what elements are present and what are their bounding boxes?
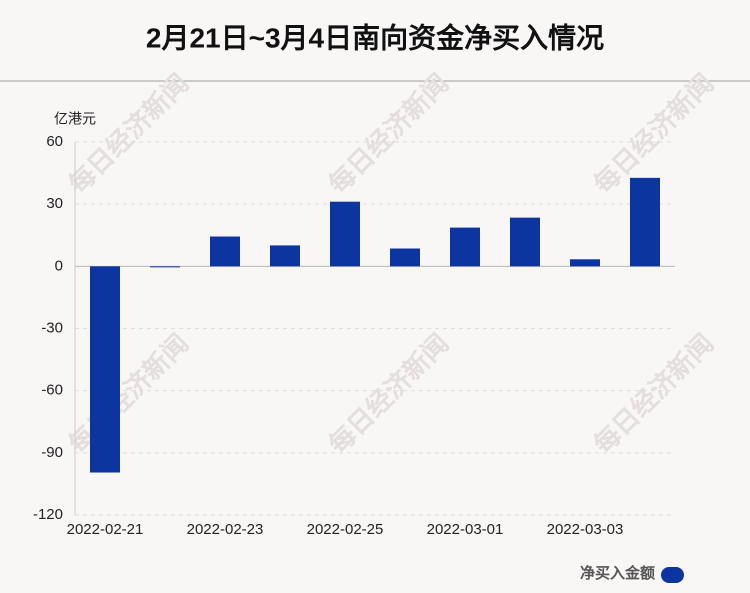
x-tick-label: 2022-03-03 [547, 521, 624, 538]
bar [450, 227, 480, 267]
bar [390, 248, 420, 267]
y-tick-label: -30 [41, 319, 63, 336]
bar [510, 217, 540, 267]
legend-swatch [661, 567, 684, 583]
y-axis-unit: 亿港元 [54, 111, 96, 127]
x-tick-label: 2022-02-21 [67, 521, 144, 538]
legend-label: 净买入金额 [580, 564, 655, 582]
y-tick-label: 60 [46, 133, 63, 150]
x-tick-label: 2022-02-23 [187, 521, 264, 538]
y-tick-label: -60 [41, 382, 63, 399]
x-tick-label: 2022-03-01 [427, 521, 504, 538]
y-tick-label: 30 [46, 195, 63, 212]
bar [90, 266, 120, 473]
bar [270, 245, 300, 267]
bar [330, 201, 360, 267]
y-tick-label: -90 [41, 444, 63, 461]
y-tick-label: 0 [55, 257, 63, 274]
bar [570, 259, 600, 267]
bar [630, 177, 660, 267]
y-tick-label: -120 [33, 506, 63, 523]
chart-title: 2月21日~3月4日南向资金净买入情况 [146, 21, 604, 53]
bar [210, 236, 240, 267]
bar [150, 266, 180, 268]
x-tick-label: 2022-02-25 [307, 521, 384, 538]
